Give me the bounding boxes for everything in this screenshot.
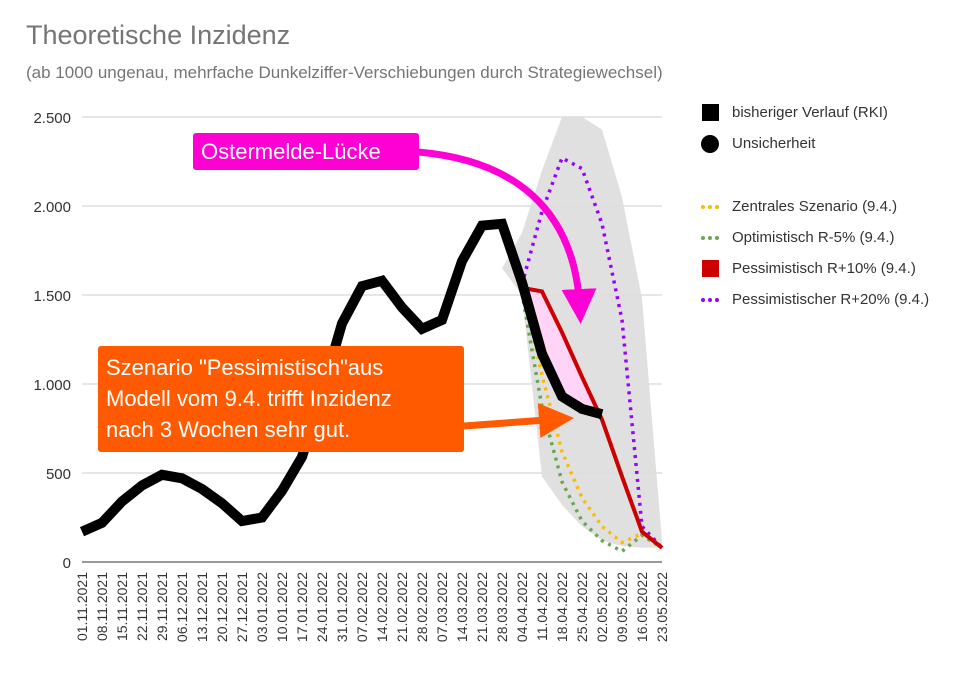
legend-marker-icon xyxy=(700,198,720,215)
chart-subtitle: (ab 1000 ungenau, mehrfache Dunkelziffer… xyxy=(26,63,663,82)
legend-item: Optimistisch R-5% (9.4.) xyxy=(700,229,960,246)
y-tick-label: 1.500 xyxy=(33,288,71,305)
chart-legend: bisheriger Verlauf (RKI) Unsicherheit Zent… xyxy=(700,104,960,322)
x-tick-label: 29.11.2021 xyxy=(154,572,170,641)
x-tick-label: 17.01.2022 xyxy=(294,572,310,642)
legend-item: Zentrales Szenario (9.4.) xyxy=(700,198,960,215)
legend-label: Zentrales Szenario (9.4.) xyxy=(732,198,898,215)
legend-marker-icon xyxy=(700,134,720,153)
series-line xyxy=(520,155,664,549)
x-tick-label: 22.11.2021 xyxy=(134,572,150,641)
legend-label: Optimistisch R-5% (9.4.) xyxy=(732,229,895,246)
ostermelde-gap xyxy=(522,282,602,420)
y-tick-label: 0 xyxy=(63,555,71,572)
legend-item xyxy=(700,166,960,176)
series-line xyxy=(520,285,664,550)
legend-label: bisheriger Verlauf (RKI) xyxy=(732,104,888,121)
legend-label: Pessimistisch R+10% (9.4.) xyxy=(732,260,916,277)
x-tick-label: 09.05.2022 xyxy=(614,572,630,642)
x-tick-label: 13.12.2021 xyxy=(194,572,210,642)
x-tick-label: 18.04.2022 xyxy=(554,572,570,642)
legend-label: Pessimistischer R+20% (9.4.) xyxy=(732,291,930,308)
legend-item: Unsicherheit xyxy=(700,134,960,153)
x-tick-label: 15.11.2021 xyxy=(114,572,130,641)
ostermelde-callout: Ostermelde-Lücke xyxy=(193,133,419,170)
legend-marker-icon xyxy=(700,229,720,246)
ostermelde-arrow xyxy=(417,148,597,324)
x-tick-label: 25.04.2022 xyxy=(574,572,590,642)
legend-item: Pessimistischer R+20% (9.4.) xyxy=(700,291,960,308)
x-tick-label: 02.05.2022 xyxy=(594,572,610,642)
x-tick-label: 07.02.2022 xyxy=(354,572,370,642)
x-tick-label: 27.12.2021 xyxy=(234,572,250,642)
x-tick-label: 20.12.2021 xyxy=(214,572,230,642)
legend-marker-icon xyxy=(700,104,720,121)
series-line xyxy=(521,285,664,550)
x-tick-label: 14.02.2022 xyxy=(374,572,390,642)
x-tick-label: 01.11.2021 xyxy=(74,572,90,641)
x-tick-label: 28.02.2022 xyxy=(414,572,430,642)
x-tick-label: 14.03.2022 xyxy=(454,572,470,642)
legend-marker-icon xyxy=(700,260,720,277)
x-tick-label: 11.04.2022 xyxy=(534,572,550,641)
x-tick-label: 21.02.2022 xyxy=(394,572,410,642)
x-tick-label: 23.05.2022 xyxy=(654,572,670,642)
x-tick-label: 07.03.2022 xyxy=(434,572,450,642)
x-tick-label: 04.04.2022 xyxy=(514,572,530,642)
legend-label: Unsicherheit xyxy=(732,135,816,152)
x-tick-label: 08.11.2021 xyxy=(94,572,110,641)
x-tick-label: 16.05.2022 xyxy=(634,572,650,642)
y-tick-label: 2.000 xyxy=(33,199,71,216)
uncertainty-band xyxy=(502,117,662,548)
chart-title: Theoretische Inzidenz xyxy=(26,20,291,50)
x-tick-label: 28.03.2022 xyxy=(494,572,510,642)
y-tick-label: 1.000 xyxy=(33,377,71,394)
x-tick-label: 31.01.2022 xyxy=(334,572,350,642)
szenario-arrow xyxy=(463,403,574,438)
legend-item: bisheriger Verlauf (RKI) xyxy=(700,104,960,121)
y-tick-label: 2.500 xyxy=(33,110,71,127)
x-tick-label: 10.01.2022 xyxy=(274,572,290,642)
x-tick-label: 21.03.2022 xyxy=(474,572,490,642)
x-tick-label: 24.01.2022 xyxy=(314,572,330,642)
y-tick-label: 500 xyxy=(46,466,71,483)
x-tick-label: 06.12.2021 xyxy=(174,572,190,642)
szenario-callout: Szenario "Pessimistisch"aus Modell vom 9… xyxy=(98,346,464,452)
x-tick-label: 03.01.2022 xyxy=(254,572,270,642)
legend-item: Pessimistisch R+10% (9.4.) xyxy=(700,260,960,277)
legend-marker-icon xyxy=(700,291,720,308)
